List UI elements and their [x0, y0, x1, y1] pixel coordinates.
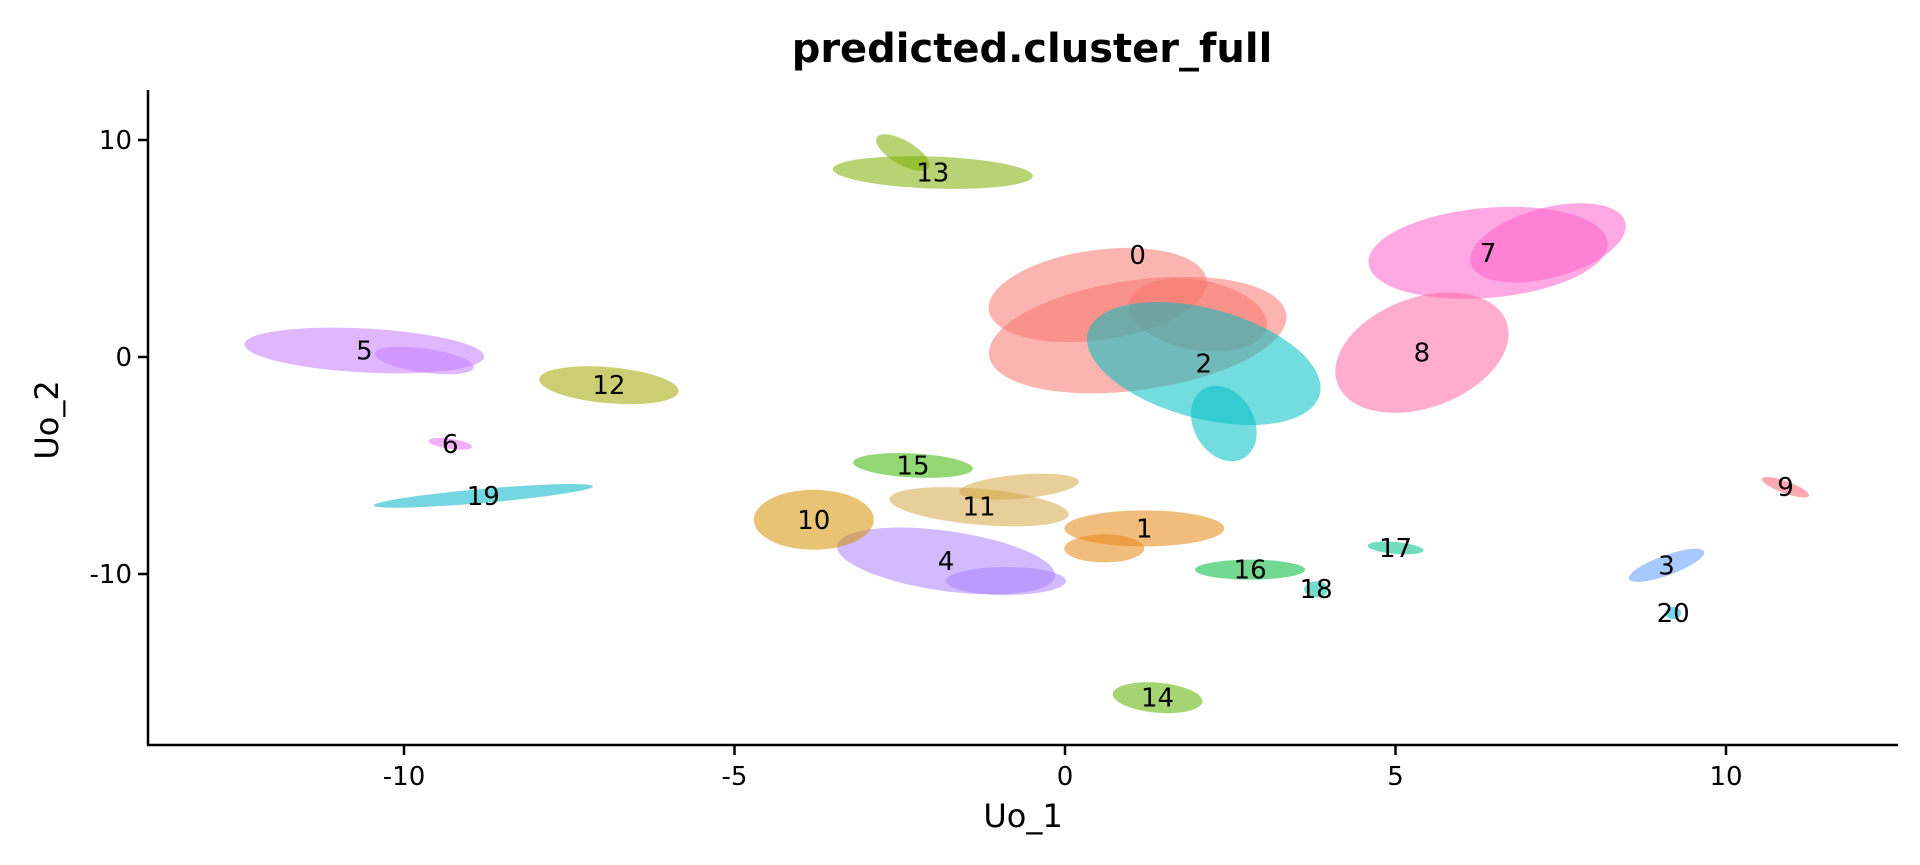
- y-axis-label: Uo_2: [28, 380, 66, 459]
- cluster-cloud-7: [1368, 203, 1626, 299]
- x-ticks: -10 -5 0 5 10: [383, 745, 1743, 792]
- cluster-label-9: 9: [1777, 473, 1794, 503]
- cluster-label-16: 16: [1234, 556, 1267, 586]
- cluster-point-region: [959, 473, 1079, 500]
- y-ticks: 10 0 -10: [90, 126, 148, 590]
- cluster-cloud-15: [853, 453, 973, 478]
- cluster-label-11: 11: [963, 493, 996, 523]
- cluster-label-4: 4: [938, 547, 955, 577]
- cluster-cloud-4: [837, 527, 1067, 595]
- cluster-cloud-2: [1087, 301, 1321, 462]
- cluster-cloud-6: [428, 437, 473, 450]
- y-tick-label: 10: [99, 126, 132, 156]
- cluster-point-region: [1195, 559, 1306, 580]
- cluster-label-15: 15: [896, 452, 929, 482]
- cluster-label-13: 13: [916, 159, 949, 189]
- cluster-point-region: [1761, 476, 1810, 498]
- cluster-point-region: [832, 156, 1033, 189]
- cluster-point-region: [539, 366, 679, 405]
- cluster-point-region: [373, 484, 593, 508]
- cluster-label-1: 1: [1136, 514, 1153, 544]
- y-tick-label: 0: [115, 343, 132, 373]
- cluster-point-region: [1628, 548, 1705, 582]
- cluster-point-region: [1112, 682, 1203, 714]
- cluster-point-region: [1367, 541, 1424, 555]
- cluster-cloud-8: [1335, 292, 1509, 413]
- cluster-cloud-17: [1367, 541, 1424, 555]
- cluster-cloud-16: [1195, 559, 1306, 580]
- cluster-cloud-13: [832, 134, 1033, 189]
- cluster-point-region: [1064, 534, 1145, 563]
- cluster-label-6: 6: [442, 430, 459, 460]
- y-tick-label: -10: [90, 560, 132, 590]
- cluster-label-12: 12: [592, 371, 625, 401]
- cluster-label-5: 5: [356, 336, 373, 366]
- cluster-cloud-19: [373, 484, 593, 508]
- x-tick-label: -5: [722, 762, 748, 792]
- cluster-label-0: 0: [1129, 241, 1146, 271]
- x-tick-label: -10: [383, 762, 425, 792]
- x-tick-label: 0: [1057, 762, 1074, 792]
- cluster-label-2: 2: [1196, 350, 1213, 380]
- cluster-cloud-18: [1304, 581, 1329, 598]
- cluster-point-region: [753, 489, 874, 550]
- chart-title: predicted.cluster_full: [792, 26, 1273, 72]
- cluster-label-19: 19: [467, 482, 500, 512]
- cluster-cloud-12: [539, 366, 679, 405]
- cluster-point-region: [1335, 292, 1509, 413]
- cluster-label-18: 18: [1300, 575, 1333, 605]
- cluster-cloud-9: [1761, 476, 1810, 498]
- cluster-label-8: 8: [1414, 339, 1431, 369]
- cluster-point-region: [1087, 301, 1321, 426]
- cluster-point-region: [876, 134, 930, 171]
- x-tick-label: 10: [1709, 762, 1742, 792]
- cluster-cloud-14: [1112, 682, 1203, 714]
- cluster-point-region: [853, 453, 973, 478]
- point-clouds: [244, 134, 1810, 714]
- cluster-cloud-3: [1628, 548, 1705, 582]
- cluster-label-20: 20: [1657, 599, 1690, 629]
- cluster-cloud-20: [1665, 607, 1682, 620]
- x-tick-label: 5: [1387, 762, 1404, 792]
- cluster-point-region: [428, 437, 473, 450]
- cluster-label-7: 7: [1480, 239, 1497, 269]
- cluster-point-region: [1304, 581, 1329, 598]
- x-axis-label: Uo_1: [983, 797, 1062, 835]
- cluster-cloud-11: [889, 473, 1079, 527]
- cluster-cloud-5: [244, 327, 485, 375]
- cluster-point-region: [374, 346, 474, 375]
- cluster-point-region: [946, 566, 1067, 595]
- cluster-label-3: 3: [1658, 551, 1675, 581]
- cluster-label-14: 14: [1141, 684, 1174, 714]
- cluster-label-10: 10: [797, 506, 830, 536]
- cluster-label-17: 17: [1379, 534, 1412, 564]
- cluster-point-region: [1470, 203, 1626, 283]
- cluster-point-region: [1191, 385, 1257, 462]
- axes: [146, 90, 1898, 747]
- cluster-cloud-10: [753, 489, 874, 550]
- cluster-cloud-1: [1064, 510, 1225, 563]
- cluster-point-region: [1665, 607, 1682, 620]
